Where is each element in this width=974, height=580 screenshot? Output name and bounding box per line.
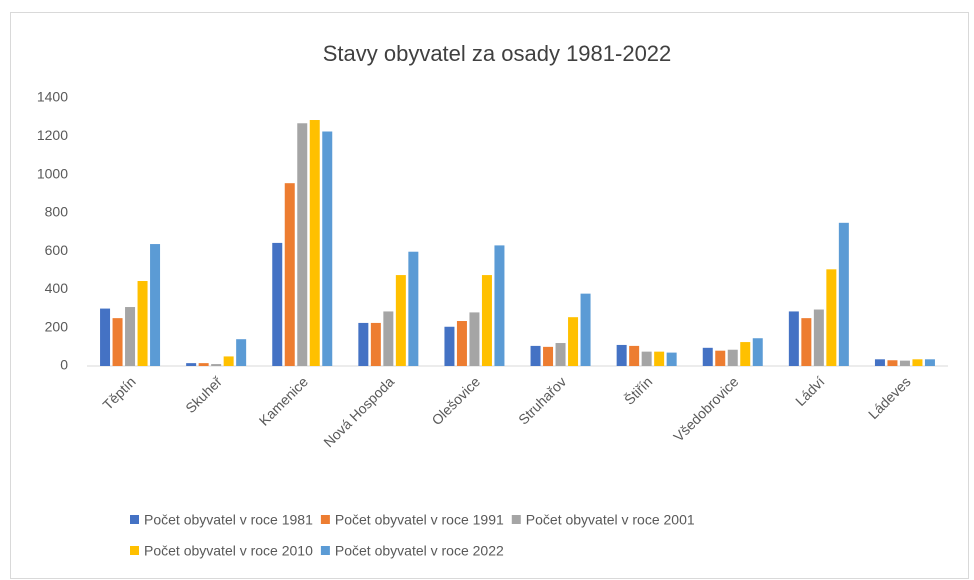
- bar: [530, 345, 541, 366]
- legend-swatch: [130, 515, 139, 524]
- y-tick-label: 800: [45, 204, 69, 220]
- bar: [383, 311, 394, 366]
- bar: [568, 317, 579, 366]
- bar: [297, 123, 308, 366]
- bar: [616, 344, 627, 366]
- bar: [125, 307, 136, 366]
- y-tick-label: 1000: [37, 165, 68, 181]
- bar: [236, 339, 247, 366]
- bar: [629, 345, 640, 366]
- bar: [666, 352, 677, 366]
- bar: [469, 312, 480, 366]
- bar: [444, 326, 455, 366]
- bar: [702, 347, 713, 366]
- bar: [112, 318, 123, 366]
- bar: [654, 351, 665, 366]
- bar: [395, 275, 406, 366]
- bar: [137, 281, 148, 366]
- bar: [580, 293, 591, 366]
- y-tick-label: 1400: [37, 89, 68, 105]
- bar: [924, 359, 935, 366]
- y-tick-label: 1200: [37, 127, 68, 143]
- bar: [370, 322, 381, 366]
- legend-label: Počet obyvatel v roce 2010: [144, 543, 313, 559]
- y-tick-label: 600: [45, 242, 69, 258]
- bar: [752, 338, 763, 366]
- bar: [456, 321, 467, 366]
- bar: [198, 363, 209, 366]
- bar: [826, 269, 837, 366]
- bar: [223, 356, 234, 366]
- legend-label: Počet obyvatel v roce 2022: [335, 543, 504, 559]
- bar: [481, 275, 492, 366]
- bar: [555, 343, 566, 366]
- y-tick-label: 200: [45, 318, 69, 334]
- bar: [813, 309, 824, 366]
- chart-title: Stavy obyvatel za osady 1981-2022: [323, 41, 672, 66]
- bar: [887, 360, 898, 366]
- bar: [284, 183, 295, 366]
- bar: [838, 222, 849, 366]
- legend-swatch: [320, 546, 330, 555]
- legend-swatch: [130, 546, 139, 555]
- bar: [641, 351, 652, 366]
- bar: [408, 251, 419, 366]
- bar: [788, 311, 799, 366]
- bar: [912, 359, 923, 366]
- bar: [740, 342, 751, 366]
- bar: [211, 364, 222, 366]
- legend-swatch: [320, 515, 330, 524]
- bar: [801, 318, 812, 366]
- legend-label: Počet obyvatel v roce 1991: [335, 512, 504, 528]
- bar: [899, 360, 910, 366]
- bar: [309, 120, 320, 366]
- bar: [494, 245, 505, 366]
- bar: [150, 244, 161, 366]
- bar: [358, 322, 369, 366]
- bar: [186, 363, 197, 366]
- bar: [543, 346, 554, 366]
- legend-swatch: [511, 515, 521, 524]
- bar: [272, 242, 283, 366]
- y-tick-label: 0: [60, 357, 68, 373]
- bar: [322, 131, 333, 366]
- bar: [715, 350, 726, 366]
- bar: [727, 349, 738, 366]
- legend-label: Počet obyvatel v roce 2001: [526, 512, 695, 528]
- bar: [100, 308, 111, 366]
- y-tick-label: 400: [45, 280, 69, 296]
- legend-label: Počet obyvatel v roce 1981: [144, 512, 313, 528]
- bar: [874, 359, 885, 366]
